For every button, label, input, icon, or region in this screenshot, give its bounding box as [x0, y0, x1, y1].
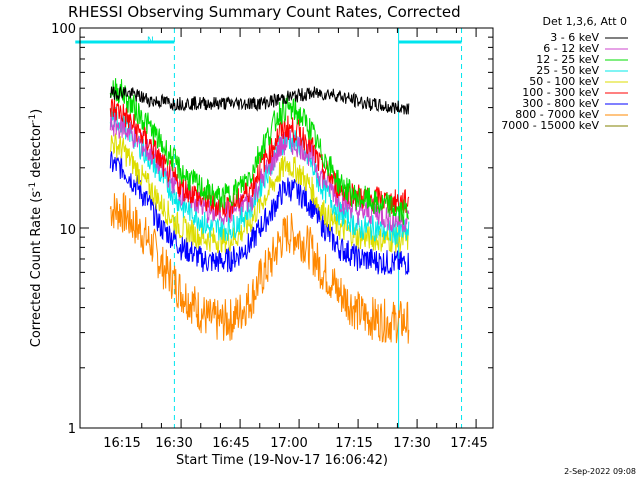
y-axis-label-exponent: -1 [28, 182, 38, 191]
series-line [109, 133, 410, 254]
x-tick-label: 17:45 [450, 436, 487, 451]
y-axis-label-mid: detector [29, 122, 44, 182]
series-line [109, 106, 410, 246]
legend-label: 100 - 300 keV [522, 86, 599, 99]
legend-label: 800 - 7000 keV [515, 108, 599, 121]
x-tick-label: 16:45 [212, 436, 249, 451]
legend-label: 50 - 100 keV [529, 75, 599, 88]
legend-label: 12 - 25 keV [536, 53, 599, 66]
y-tick-label: 100 [51, 22, 76, 37]
x-tick-label: 17:15 [335, 436, 372, 451]
legend-label: 6 - 12 keV [543, 42, 599, 55]
x-tick-label: 17:30 [393, 436, 430, 451]
x-tick-label: 17:00 [270, 436, 307, 451]
legend-label: 300 - 800 keV [522, 97, 599, 110]
y-axis-label-exponent: -1 [28, 114, 38, 123]
chart-title: RHESSI Observing Summary Count Rates, Co… [68, 3, 461, 21]
series-line [109, 86, 410, 115]
series-line [109, 78, 409, 225]
legend-label: 7000 - 15000 keV [501, 119, 599, 132]
x-tick-label: 16:15 [103, 436, 140, 451]
legend-label: 25 - 50 keV [536, 64, 599, 77]
y-tick-label: 10 [59, 223, 76, 238]
y-tick-label: 1 [68, 422, 76, 437]
timestamp: 2-Sep-2022 09:08 [564, 467, 636, 476]
x-axis-label: Start Time (19-Nov-17 16:06:42) [176, 453, 388, 468]
legend-header: Det 1,3,6, Att 0 [543, 15, 627, 28]
series-line [109, 191, 410, 344]
y-axis-label-main: Corrected Count Rate (s [29, 191, 44, 348]
y-axis-label: Corrected Count Rate (s-1 detector-1) [28, 109, 44, 347]
y-axis-label-end: ) [29, 109, 44, 114]
series-line [109, 151, 410, 276]
plot-frame [79, 27, 494, 429]
x-tick-label: 16:30 [155, 436, 192, 451]
legend-label: 3 - 6 keV [550, 31, 599, 44]
